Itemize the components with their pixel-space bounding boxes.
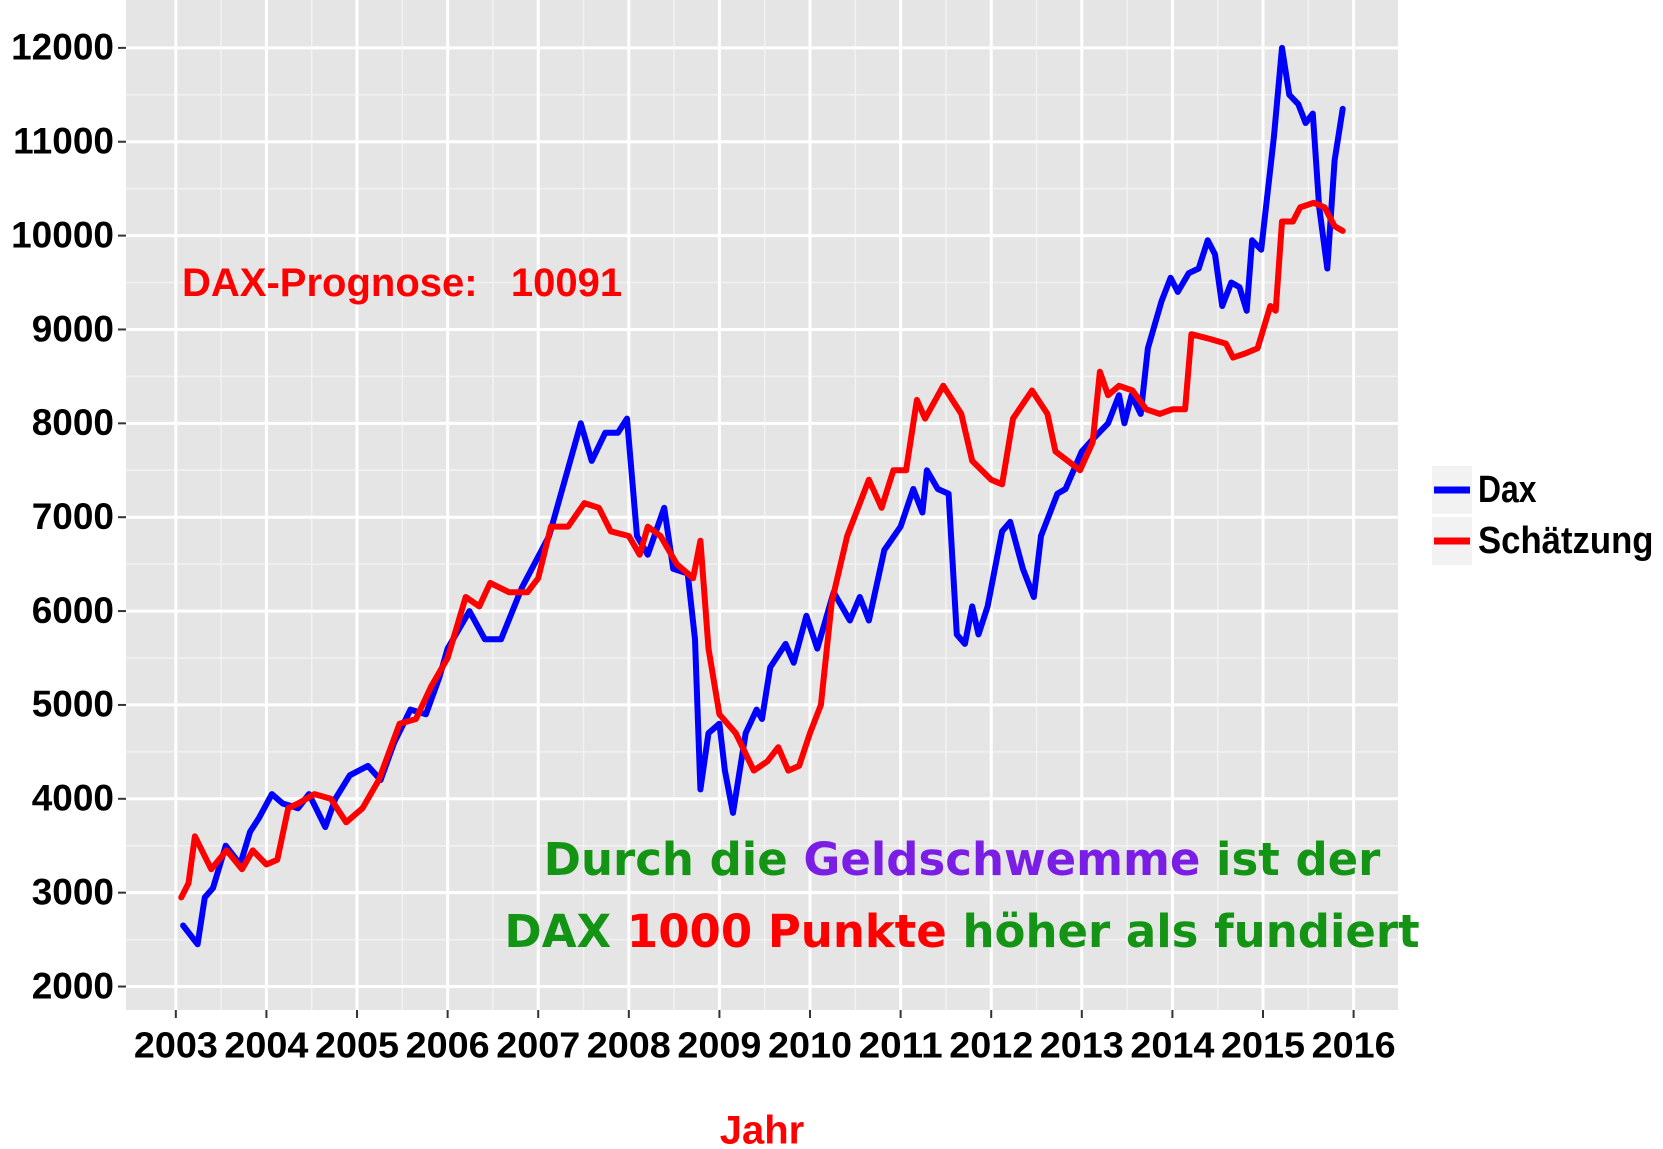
legend-label: Schätzung — [1478, 520, 1654, 562]
annotation-part: DAX-Prognose: 10091 — [182, 261, 622, 305]
plot-panel — [126, 0, 1398, 1010]
annotation-part: DAX — [504, 905, 627, 958]
annotation-part: ist der — [1200, 833, 1381, 886]
y-tick-label: 10000 — [11, 214, 114, 255]
annotation: DAX 1000 Punkte höher als fundiert — [504, 905, 1419, 958]
x-tick-label: 2013 — [1040, 1025, 1124, 1066]
x-axis-label: Jahr — [720, 1109, 805, 1149]
y-tick-label: 9000 — [32, 308, 114, 349]
annotation-part: Durch die — [544, 833, 804, 886]
y-tick-label: 5000 — [32, 684, 114, 725]
annotation-part: Geldschwemme — [803, 833, 1200, 886]
x-tick-label: 2012 — [949, 1025, 1033, 1066]
x-tick-label: 2006 — [406, 1025, 490, 1066]
y-tick-label: 12000 — [11, 27, 114, 68]
x-tick-label: 2004 — [224, 1025, 308, 1066]
legend-label: Dax — [1478, 469, 1537, 511]
x-tick-label: 2009 — [677, 1025, 761, 1066]
x-tick-label: 2014 — [1130, 1025, 1214, 1066]
x-tick-label: 2016 — [1312, 1025, 1396, 1066]
y-tick-label: 3000 — [32, 871, 114, 912]
annotation-part: 1000 Punkte — [627, 905, 947, 958]
y-tick-label: 8000 — [32, 402, 114, 443]
annotation-part: höher als fundiert — [947, 905, 1420, 958]
data-line — [178, 199, 1346, 901]
y-tick-label: 11000 — [13, 121, 114, 162]
x-tick-label: 2008 — [587, 1025, 671, 1066]
x-tick-label: 2015 — [1221, 1025, 1305, 1066]
x-tick-label: 2010 — [768, 1025, 852, 1066]
x-tick-label: 2005 — [315, 1025, 399, 1066]
y-tick-label: 7000 — [32, 496, 114, 537]
annotation: DAX-Prognose: 10091 — [182, 261, 622, 305]
x-tick-label: 2003 — [134, 1025, 218, 1066]
y-tick-label: 2000 — [32, 965, 114, 1006]
x-tick-label: 2007 — [496, 1025, 580, 1066]
annotation: Durch die Geldschwemme ist der — [544, 833, 1382, 886]
x-tick-label: 2011 — [859, 1025, 943, 1066]
y-tick-label: 6000 — [32, 590, 114, 631]
y-tick-label: 4000 — [32, 778, 114, 819]
